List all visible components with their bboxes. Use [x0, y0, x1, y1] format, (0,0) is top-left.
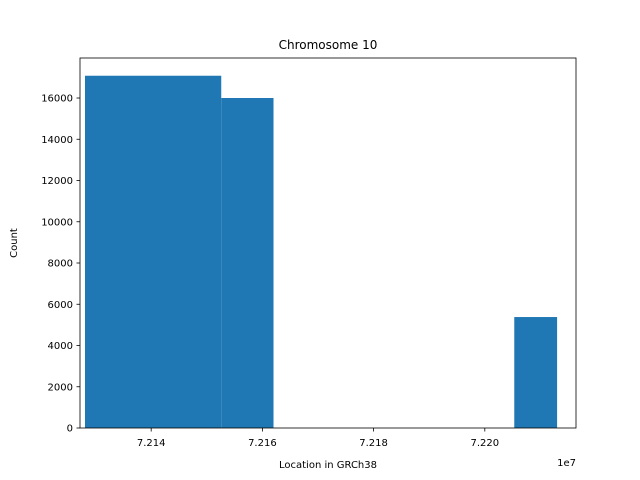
histogram-bar-2 — [514, 317, 558, 428]
x-axis-ticks: 7.214 7.216 7.218 7.220 — [137, 428, 499, 449]
y-axis-label: Count — [9, 228, 20, 258]
x-tick-label: 7.214 — [137, 438, 166, 449]
y-tick-label: 0 — [67, 424, 73, 435]
x-tick-label: 7.218 — [359, 438, 388, 449]
y-tick-label: 6000 — [48, 300, 73, 311]
y-tick-label: 4000 — [48, 341, 73, 352]
x-tick-label: 7.220 — [470, 438, 499, 449]
x-tick-label: 7.216 — [248, 438, 277, 449]
y-tick-label: 8000 — [48, 259, 73, 270]
y-tick-label: 2000 — [48, 382, 73, 393]
plot-frame — [79, 57, 577, 429]
histogram-bar-1 — [221, 98, 274, 429]
y-axis-ticks: 0 2000 4000 6000 8000 10000 12000 14000 16000 — [41, 94, 80, 435]
y-tick-label: 10000 — [41, 217, 73, 228]
histogram-bar-0 — [85, 75, 222, 428]
histogram-bars — [85, 75, 558, 429]
y-tick-label: 16000 — [41, 94, 73, 105]
y-tick-label: 12000 — [41, 176, 73, 187]
y-tick-label: 14000 — [41, 135, 73, 146]
chart-title: Chromosome 10 — [279, 38, 378, 52]
x-axis-offset-label: 1e7 — [557, 458, 576, 469]
x-axis-label: Location in GRCh38 — [279, 460, 377, 471]
